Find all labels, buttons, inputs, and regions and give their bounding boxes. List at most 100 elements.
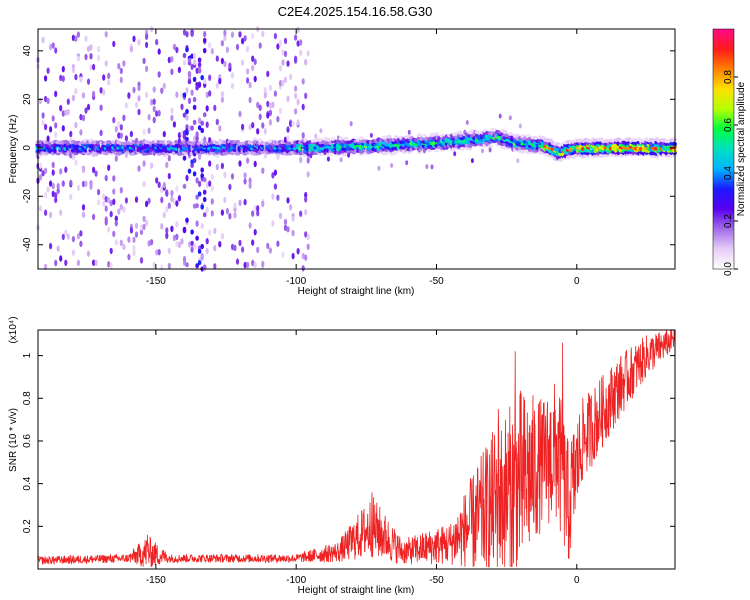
spectrogram-cell xyxy=(119,67,123,75)
spectrogram-cell xyxy=(248,182,252,189)
snr-y-multiplier: (x10⁴) xyxy=(8,316,19,343)
spectrogram-cell xyxy=(205,206,209,214)
spectrogram-cell xyxy=(278,80,283,87)
spectrogram-cell xyxy=(127,236,131,243)
spectrogram-cell xyxy=(145,41,149,49)
spectrogram-cell xyxy=(167,56,171,64)
spectrogram-cell xyxy=(76,55,80,62)
spectrogram-cell xyxy=(197,57,202,63)
spectrogram-cell xyxy=(167,247,171,255)
chart-title: C2E4.2025.154.16.58.G30 xyxy=(278,4,433,19)
spectrogram-cell xyxy=(112,230,116,238)
spectrogram-cell xyxy=(248,222,252,229)
spectrogram-cell xyxy=(160,196,164,204)
spectrogram-cell xyxy=(51,115,55,122)
spectrogram-cell xyxy=(487,144,493,149)
spectrogram-cell xyxy=(147,240,151,247)
spectrogram-cell xyxy=(127,253,131,261)
spectrogram-cell xyxy=(92,259,96,266)
spectrogram-cell xyxy=(74,159,78,166)
spectrogram-cell xyxy=(81,180,86,188)
spectrogram-cell xyxy=(187,97,192,105)
spectrogram-cell xyxy=(238,31,242,38)
snr-frame xyxy=(37,329,676,570)
spectrogram-cell xyxy=(425,164,429,170)
spectrogram-cell xyxy=(44,192,48,199)
spectrogram-cell xyxy=(271,172,275,179)
spectrogram-cell xyxy=(185,262,189,268)
spectrogram-cell xyxy=(157,71,161,78)
spectrogram-cell xyxy=(147,197,151,205)
spectrogram-cell xyxy=(182,92,187,98)
spectrogram-cell xyxy=(195,194,199,200)
spectrogram-cell xyxy=(44,95,48,103)
spectrogram-cell xyxy=(172,43,176,51)
spectrogram-cell xyxy=(170,114,174,122)
spectrogram-cell xyxy=(197,62,202,68)
spectrogram-panel: -150 -100 -50 0 -40 -20 0 20 40 Height of strai… xyxy=(8,25,678,297)
spectrogram-cell xyxy=(38,174,43,181)
spectrogram-cell xyxy=(66,108,70,116)
spectrogram-cell xyxy=(84,35,88,42)
spectrogram-cell xyxy=(268,84,272,92)
spectrogram-cell xyxy=(257,138,263,143)
spectrogram-cell xyxy=(114,220,118,227)
spectrogram-cell xyxy=(252,137,258,142)
spectrogram-cell xyxy=(54,122,58,129)
spectrogram-cell xyxy=(155,249,159,256)
spectrogram-cell xyxy=(202,112,207,118)
spectrogram-cell xyxy=(203,31,207,38)
spectrogram-cell xyxy=(294,108,298,115)
spectrogram-cell xyxy=(59,74,63,82)
spectrogram-cell xyxy=(109,210,113,218)
spectrogram-cell xyxy=(157,181,161,188)
spectrogram-cell xyxy=(165,232,169,239)
spectrogram-cell xyxy=(145,33,149,40)
spectrogram-cell xyxy=(251,64,255,72)
spectrogram-cell xyxy=(281,251,285,258)
spectrogram-cell xyxy=(193,52,197,59)
spectrogram-cell xyxy=(289,120,293,128)
spectrogram-cell xyxy=(142,223,146,231)
spectrogram-cell xyxy=(112,175,116,182)
spectrogram-cell xyxy=(301,265,305,272)
spectrogram-cell xyxy=(54,259,58,267)
spectrogram-cell xyxy=(132,236,136,244)
spectrogram-cell xyxy=(325,137,331,142)
spectrogram-cell xyxy=(114,126,118,133)
spectrogram-cell xyxy=(92,63,96,71)
spectrogram-cell xyxy=(200,120,204,126)
spectrogram-cell xyxy=(299,210,303,217)
x-tick-label: -150 xyxy=(146,276,166,287)
spectrogram-cell xyxy=(256,246,260,254)
spectrogram-cell xyxy=(498,113,502,119)
y-tick-label: 0.2 xyxy=(22,519,33,533)
spectrogram-cell xyxy=(192,119,197,125)
spectrogram-cell xyxy=(246,261,250,269)
spectrogram-cell xyxy=(192,104,197,110)
spectrogram-cell xyxy=(46,186,50,193)
spectrogram-cell xyxy=(44,263,48,271)
y-tick-label: 0 xyxy=(22,145,33,151)
spectrogram-cell xyxy=(137,108,141,116)
spectrogram-cell xyxy=(150,162,154,169)
spectrogram-cell xyxy=(51,190,55,198)
spectrogram-cell xyxy=(129,46,133,53)
spectrogram-cell xyxy=(89,44,93,51)
spectrogram-x-label: Height of straight line (km) xyxy=(298,286,415,297)
spectrogram-cell xyxy=(142,215,146,222)
spectrogram-cell xyxy=(294,85,298,92)
colorbar-tick-label: 0.0 xyxy=(723,262,734,276)
spectrogram-cell xyxy=(195,85,199,91)
spectrogram-cell xyxy=(248,96,252,104)
spectrogram-cell xyxy=(296,98,300,106)
x-tick-label: -100 xyxy=(286,575,306,586)
spectrogram-cell xyxy=(369,132,373,138)
colorbar-tick-label: 0.2 xyxy=(723,214,734,228)
spectrogram-cell xyxy=(92,213,96,221)
spectrogram-cell xyxy=(99,129,103,137)
spectrogram-cell xyxy=(386,134,392,139)
spectrogram-cell xyxy=(309,153,313,159)
spectrogram-cell xyxy=(79,113,83,121)
spectrogram-cell xyxy=(283,76,288,83)
